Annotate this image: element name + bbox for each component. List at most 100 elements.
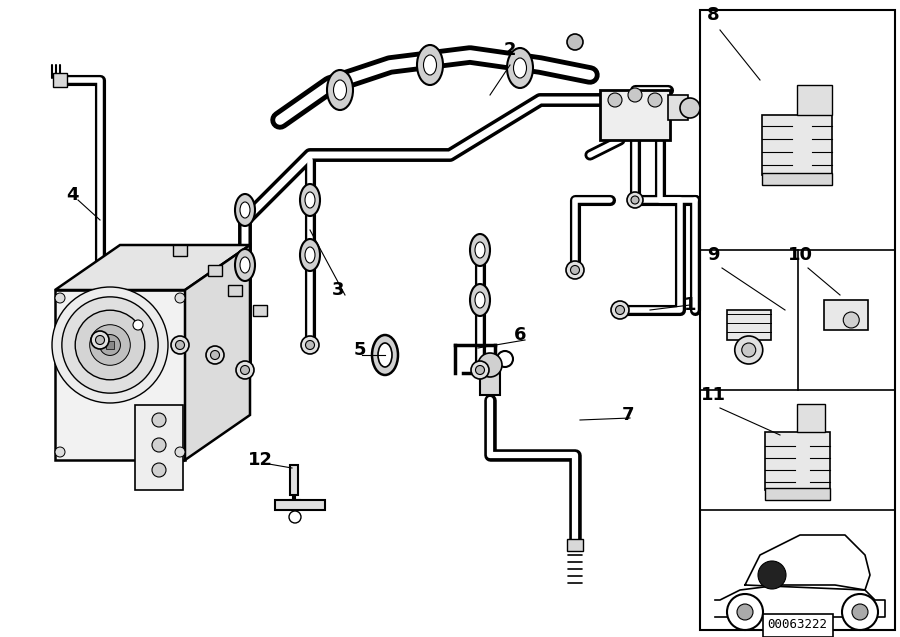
Circle shape bbox=[175, 293, 185, 303]
Circle shape bbox=[55, 293, 65, 303]
Text: 2: 2 bbox=[504, 41, 517, 59]
Circle shape bbox=[497, 351, 513, 367]
Circle shape bbox=[628, 88, 642, 102]
Circle shape bbox=[742, 343, 756, 357]
Bar bbox=[600, 90, 670, 140]
Circle shape bbox=[842, 594, 878, 630]
Bar bbox=[727, 310, 770, 340]
Ellipse shape bbox=[235, 194, 255, 226]
Ellipse shape bbox=[507, 48, 533, 88]
Text: 10: 10 bbox=[788, 246, 813, 264]
Text: 12: 12 bbox=[248, 451, 273, 469]
Bar bbox=[765, 432, 830, 490]
Bar bbox=[173, 245, 187, 255]
Circle shape bbox=[133, 320, 143, 330]
Circle shape bbox=[631, 196, 639, 204]
Ellipse shape bbox=[470, 284, 490, 316]
Bar bbox=[106, 341, 114, 349]
Circle shape bbox=[611, 301, 629, 319]
Circle shape bbox=[100, 334, 121, 355]
Text: 00063222: 00063222 bbox=[768, 619, 827, 631]
Ellipse shape bbox=[240, 257, 250, 273]
Ellipse shape bbox=[305, 192, 315, 208]
Circle shape bbox=[176, 341, 184, 350]
Circle shape bbox=[236, 361, 254, 379]
Text: 11: 11 bbox=[700, 386, 725, 404]
Text: 1: 1 bbox=[684, 296, 697, 314]
Polygon shape bbox=[745, 535, 870, 590]
Circle shape bbox=[95, 336, 104, 345]
Circle shape bbox=[566, 261, 584, 279]
Ellipse shape bbox=[240, 202, 250, 218]
Circle shape bbox=[55, 447, 65, 457]
Ellipse shape bbox=[514, 58, 526, 78]
Circle shape bbox=[478, 353, 502, 377]
Polygon shape bbox=[55, 290, 185, 460]
Bar bbox=[135, 405, 183, 490]
Text: 6: 6 bbox=[514, 326, 526, 344]
Ellipse shape bbox=[305, 247, 315, 263]
Bar bbox=[824, 300, 868, 330]
Bar bbox=[275, 500, 325, 510]
Circle shape bbox=[475, 366, 484, 375]
Bar bbox=[208, 264, 222, 275]
Bar bbox=[762, 115, 832, 175]
Bar bbox=[762, 173, 832, 185]
Circle shape bbox=[843, 312, 860, 328]
Polygon shape bbox=[715, 585, 885, 617]
Ellipse shape bbox=[424, 55, 436, 75]
Ellipse shape bbox=[417, 45, 443, 85]
Circle shape bbox=[91, 331, 109, 349]
Circle shape bbox=[567, 34, 583, 50]
Circle shape bbox=[852, 604, 868, 620]
Circle shape bbox=[90, 325, 130, 365]
Circle shape bbox=[175, 447, 185, 457]
Circle shape bbox=[62, 297, 158, 393]
Circle shape bbox=[240, 366, 249, 375]
Ellipse shape bbox=[327, 70, 353, 110]
Bar bbox=[480, 365, 500, 395]
Ellipse shape bbox=[235, 249, 255, 281]
Circle shape bbox=[758, 561, 786, 589]
Circle shape bbox=[152, 438, 166, 452]
Text: 7: 7 bbox=[622, 406, 634, 424]
Circle shape bbox=[52, 287, 168, 403]
Ellipse shape bbox=[470, 234, 490, 266]
Circle shape bbox=[471, 361, 489, 379]
Bar bbox=[765, 488, 830, 500]
Bar bbox=[567, 539, 583, 551]
Bar bbox=[797, 404, 825, 432]
Circle shape bbox=[211, 350, 220, 359]
Circle shape bbox=[305, 341, 314, 350]
Ellipse shape bbox=[378, 343, 392, 367]
Circle shape bbox=[289, 511, 301, 523]
Bar bbox=[228, 285, 242, 296]
Polygon shape bbox=[290, 465, 300, 505]
Bar bbox=[700, 10, 895, 630]
Polygon shape bbox=[185, 245, 250, 460]
Text: 4: 4 bbox=[66, 186, 78, 204]
Text: 5: 5 bbox=[354, 341, 366, 359]
Circle shape bbox=[301, 336, 319, 354]
Circle shape bbox=[171, 336, 189, 354]
Circle shape bbox=[608, 93, 622, 107]
Circle shape bbox=[152, 413, 166, 427]
Circle shape bbox=[76, 310, 145, 380]
Circle shape bbox=[727, 594, 763, 630]
Ellipse shape bbox=[300, 239, 320, 271]
Text: 9: 9 bbox=[706, 246, 719, 264]
Circle shape bbox=[648, 93, 662, 107]
Circle shape bbox=[206, 346, 224, 364]
Ellipse shape bbox=[372, 335, 398, 375]
Circle shape bbox=[152, 463, 166, 477]
Bar bbox=[253, 304, 267, 315]
Text: 3: 3 bbox=[332, 281, 345, 299]
Ellipse shape bbox=[334, 80, 346, 100]
Ellipse shape bbox=[300, 184, 320, 216]
Circle shape bbox=[734, 336, 763, 364]
Text: 8: 8 bbox=[706, 6, 719, 24]
Circle shape bbox=[737, 604, 753, 620]
Bar bbox=[797, 85, 832, 115]
Circle shape bbox=[571, 266, 580, 275]
Bar bbox=[53, 73, 67, 87]
